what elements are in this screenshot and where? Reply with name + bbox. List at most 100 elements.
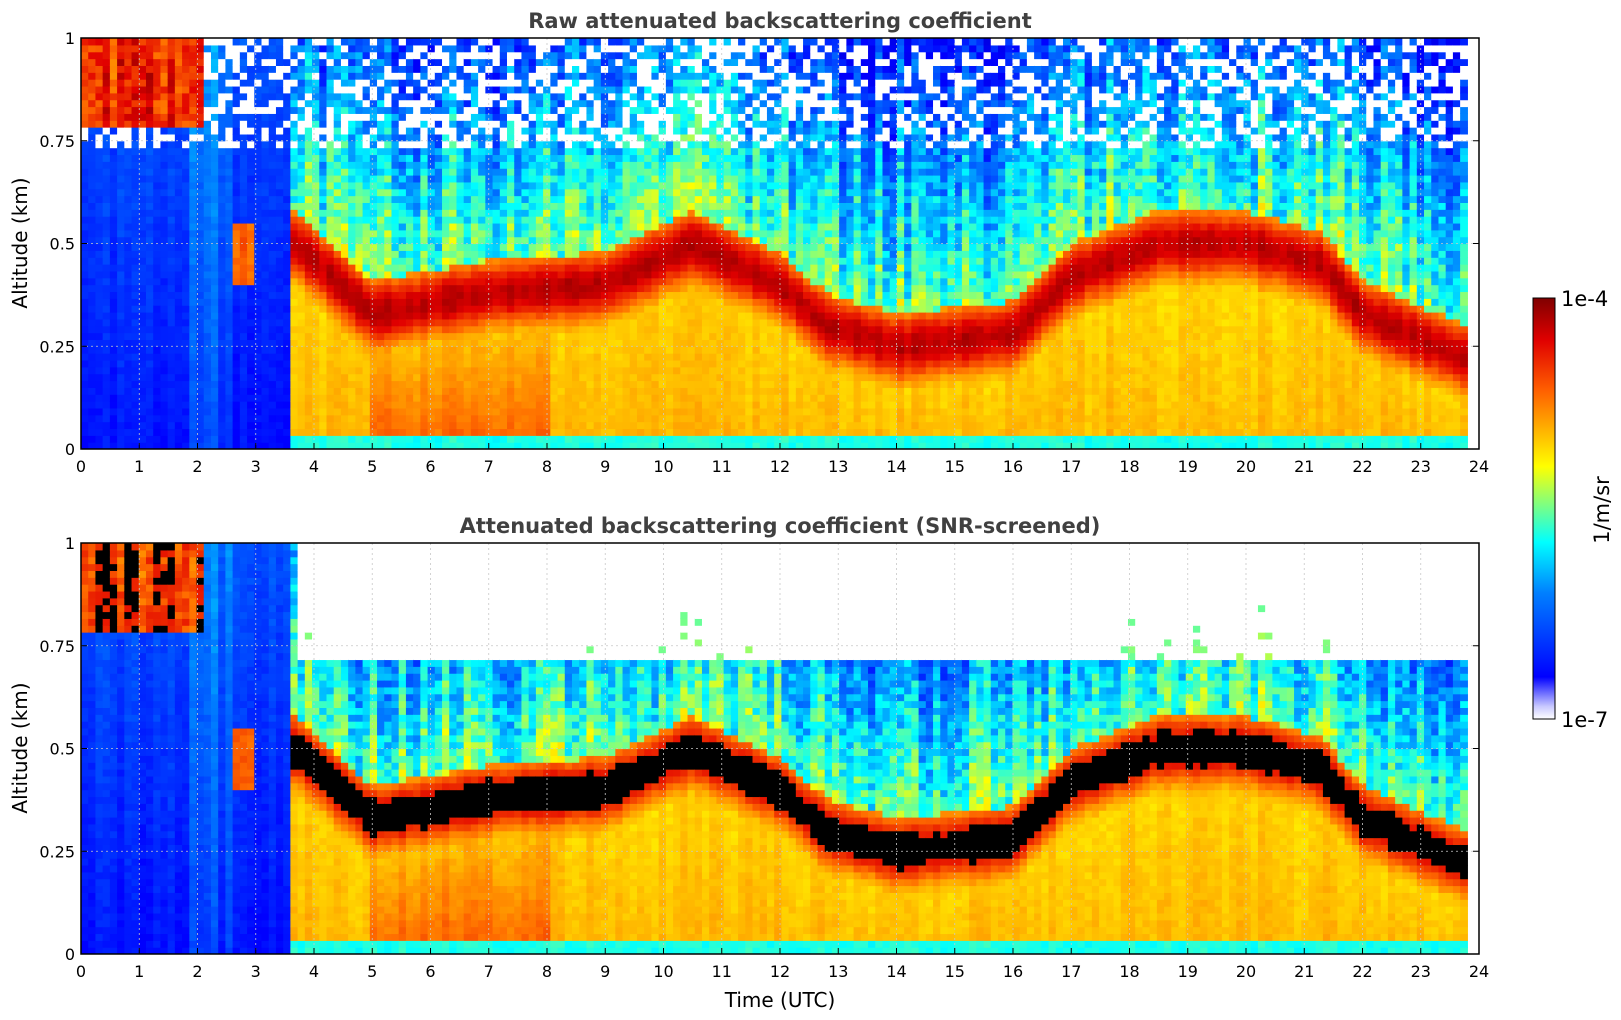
heatmap-cell: [507, 209, 515, 217]
heatmap-cell: [557, 305, 566, 313]
heatmap-cell: [622, 133, 631, 142]
heatmap-cell: [384, 359, 393, 368]
heatmap-cell: [485, 332, 494, 340]
heatmap-cell: [355, 188, 364, 197]
heatmap-cell: [615, 421, 624, 430]
heatmap-cell: [362, 140, 371, 149]
heatmap-cell: [153, 264, 162, 272]
heatmap-cell: [636, 195, 645, 203]
heatmap-cell: [95, 366, 104, 375]
heatmap-cell: [117, 366, 125, 375]
heatmap-cell: [268, 113, 277, 121]
heatmap-cell: [528, 222, 537, 231]
heatmap-cell: [247, 175, 255, 183]
heatmap-cell: [109, 38, 118, 46]
heatmap-cell: [470, 222, 479, 231]
heatmap-cell: [247, 401, 255, 409]
heatmap-cell: [326, 202, 335, 210]
heatmap-cell: [81, 106, 89, 114]
heatmap-cell: [463, 195, 472, 203]
heatmap-cell: [442, 51, 450, 60]
heatmap-cell: [117, 216, 125, 224]
heatmap-cell: [434, 92, 443, 101]
heatmap-cell: [478, 353, 486, 361]
heatmap-cell: [369, 291, 378, 299]
heatmap-cell: [124, 79, 133, 87]
heatmap-cell: [492, 318, 501, 327]
heatmap-cell: [81, 209, 89, 217]
heatmap-cell: [413, 353, 421, 361]
heatmap-cell: [81, 44, 89, 53]
heatmap-cell: [377, 236, 385, 245]
heatmap-cell: [153, 229, 162, 238]
heatmap-cell: [600, 147, 609, 156]
heatmap-cell: [290, 332, 299, 340]
heatmap-cell: [405, 298, 414, 306]
heatmap-cell: [644, 387, 653, 395]
heatmap-cell: [535, 216, 544, 224]
heatmap-cell: [651, 195, 660, 203]
heatmap-cell: [470, 366, 479, 375]
heatmap-cell: [81, 161, 89, 169]
heatmap-cell: [507, 332, 515, 340]
heatmap-cell: [636, 298, 645, 306]
heatmap-cell: [478, 346, 486, 354]
heatmap-cell: [283, 257, 291, 265]
heatmap-cell: [319, 353, 328, 361]
heatmap-cell: [369, 154, 378, 162]
heatmap-cell: [470, 373, 479, 382]
heatmap-cell: [377, 346, 385, 354]
heatmap-cell: [131, 318, 140, 327]
heatmap-cell: [543, 366, 551, 375]
heatmap-cell: [377, 428, 385, 436]
heatmap-cell: [174, 250, 183, 258]
heatmap-cell: [348, 284, 356, 293]
heatmap-cell: [391, 284, 400, 293]
heatmap-cell: [615, 387, 624, 395]
heatmap-cell: [369, 250, 378, 258]
heatmap-cell: [239, 113, 248, 121]
heatmap-cell: [673, 421, 681, 430]
heatmap-cell: [145, 154, 154, 162]
heatmap-cell: [275, 92, 284, 101]
heatmap-cell: [557, 51, 566, 60]
heatmap-cell: [673, 127, 681, 135]
heatmap-cell: [210, 168, 219, 176]
heatmap-cell: [636, 312, 645, 320]
heatmap-cell: [210, 414, 219, 423]
heatmap-cell: [326, 175, 335, 183]
heatmap-cell: [109, 175, 118, 183]
heatmap-cell: [210, 106, 219, 114]
heatmap-cell: [600, 359, 609, 368]
heatmap-cell: [398, 216, 407, 224]
heatmap-cell: [297, 421, 306, 430]
heatmap-cell: [95, 380, 104, 388]
heatmap-cell: [124, 216, 133, 224]
heatmap-cell: [225, 154, 234, 162]
heatmap-cell: [636, 38, 645, 46]
heatmap-cell: [88, 387, 97, 395]
heatmap-cell: [145, 58, 154, 66]
heatmap-cell: [391, 401, 400, 409]
heatmap-cell: [174, 188, 183, 197]
heatmap-cell: [427, 113, 436, 121]
heatmap-cell: [449, 229, 458, 238]
heatmap-cell: [673, 264, 681, 272]
heatmap-cell: [232, 270, 241, 279]
heatmap-cell: [608, 401, 616, 409]
heatmap-cell: [651, 373, 660, 382]
heatmap-cell: [644, 346, 653, 354]
heatmap-cell: [528, 318, 537, 327]
heatmap-cell: [564, 366, 573, 375]
heatmap-cell: [117, 181, 125, 190]
heatmap-cell: [485, 270, 494, 279]
heatmap-cell: [95, 264, 104, 272]
heatmap-cell: [413, 284, 421, 293]
heatmap-cell: [651, 387, 660, 395]
heatmap-cell: [369, 236, 378, 245]
heatmap-cell: [629, 291, 638, 299]
heatmap-cell: [182, 394, 190, 402]
heatmap-cell: [658, 291, 667, 299]
heatmap-cell: [485, 414, 494, 423]
heatmap-cell: [319, 92, 328, 101]
